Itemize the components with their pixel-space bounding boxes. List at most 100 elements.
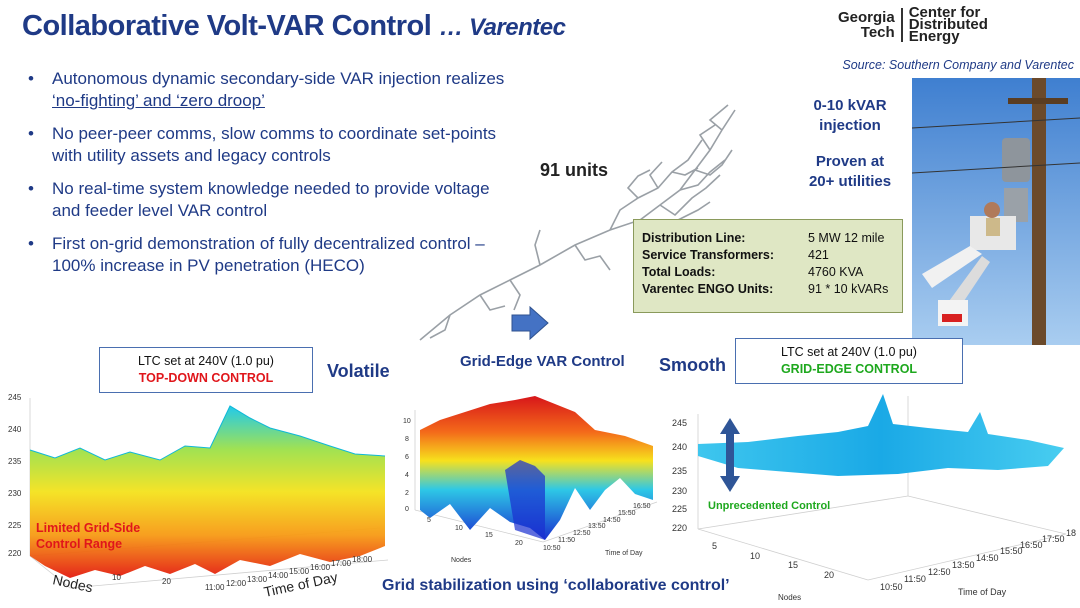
z-tick-label: 240 [8,425,22,434]
logo-text: Georgia [838,9,895,26]
z-tick-label: 4 [405,472,409,479]
feeder-info-box: Distribution Line: 5 MW 12 mile Service T… [633,219,903,313]
node-tick-label: 20 [162,577,171,586]
georgia-tech-logo: Georgia Tech Center for Distributed Ener… [838,4,1070,45]
bullet-text: First on-grid demonstration of fully dec… [52,234,485,275]
utility-pole-photo [912,78,1080,345]
time-tick-label: 11:50 [558,537,575,544]
grid-edge-var-label: Grid-Edge VAR Control [460,353,625,370]
y-axis-label: Time of Day [958,587,1007,597]
time-tick-label: 17:50 [1042,534,1065,544]
ltc-text: LTC set at 240V (1.0 pu) [138,354,274,368]
bullet-text: No peer-peer comms, slow comms to coordi… [52,124,497,165]
logo-divider [900,8,903,42]
info-key: Total Loads: [642,265,716,279]
bullet-text: Autonomous dynamic secondary-side VAR in… [52,69,505,88]
info-key: Distribution Line: [642,231,746,245]
logo-text: Energy [908,28,960,45]
time-tick-label: 14:50 [976,553,999,563]
feeder-info-table: Distribution Line: 5 MW 12 mile Service T… [642,230,888,298]
double-arrow-icon [720,418,740,492]
volatile-label: Volatile [327,361,390,381]
plot-grid-edge-var: 10 8 6 4 2 0 5 10 15 20 10:50 11:50 12:5… [403,396,658,564]
ltc-text: LTC set at 240V (1.0 pu) [781,345,917,359]
time-tick-label: 12:50 [573,530,591,537]
node-tick-label: 20 [824,570,834,580]
y-axis-label: Time of Day [605,550,643,557]
time-tick-label: 15:50 [618,510,636,517]
node-tick-label: 15 [788,560,798,570]
x-axis-label: Nodes [451,557,472,564]
node-tick-label: 10 [455,525,463,532]
table-row: Distribution Line: 5 MW 12 mile [642,230,888,247]
time-tick-label: 13:00 [247,575,268,584]
node-tick-label: 5 [427,517,431,524]
time-tick-label: 11:50 [904,574,926,584]
units-label: 91 units [540,160,609,180]
z-tick-label: 225 [8,521,22,530]
time-tick-label: 10:50 [880,582,903,592]
info-key: Service Transformers: [642,248,775,262]
time-tick-label: 10:50 [543,545,561,552]
node-tick-label: 20 [515,540,523,547]
utilities-text: Proven at [815,153,885,170]
z-tick-label: 8 [405,436,409,443]
time-tick-label: 13:50 [952,560,975,570]
z-tick-label: 220 [672,523,687,533]
bullet-item: Autonomous dynamic secondary-side VAR in… [22,68,512,112]
z-tick-label: 6 [405,454,409,461]
info-value: 4760 KVA [808,265,864,279]
z-tick-label: 245 [8,393,22,402]
z-tick-label: 230 [8,489,22,498]
logo-right: Center for Distributed Energy [908,4,988,45]
source-caption: Source: Southern Company and Varentec [842,58,1074,72]
bullet-item: No real-time system knowledge needed to … [22,178,512,222]
time-tick-label: 18 [1066,528,1076,538]
page-title: Collaborative Volt-VAR Control … Varentec [22,10,566,43]
x-axis-label: Nodes [51,571,94,595]
z-tick-label: 235 [8,457,22,466]
z-tick-label: 2 [405,490,409,497]
logo-text: Distributed [908,16,988,33]
info-key: Varentec ENGO Units: [642,282,774,296]
info-value: 91 * 10 kVARs [808,282,889,296]
time-tick-label: 13:50 [588,523,606,530]
kvar-text: 0-10 kVAR [813,97,887,114]
smooth-label: Smooth [659,355,726,375]
z-tick-label: 235 [672,466,687,476]
logo-left: Georgia Tech [838,10,895,40]
node-tick-label: 15 [485,532,493,539]
time-tick-label: 17:00 [331,559,352,568]
time-tick-label: 14:50 [603,517,621,524]
utilities-highlight: Proven at 20+ utilities [790,152,910,192]
right-arrow-icon [511,306,549,340]
plot-top-down-voltage: 245 240 235 230 225 220 10 20 11:00 12:0… [8,393,389,600]
title-subtitle: … Varentec [439,14,566,41]
time-tick-label: 15:00 [289,567,310,576]
time-tick-label: 16:00 [310,563,331,572]
bullet-list: Autonomous dynamic secondary-side VAR in… [22,68,512,288]
node-tick-label: 5 [712,541,717,551]
z-tick-label: 0 [405,506,409,513]
plot-grid-edge-voltage: 245 240 235 230 225 220 5 10 15 20 10:50… [672,394,1076,602]
unprecedented-control-caption: Unprecedented Control [708,500,831,512]
ltc-grid-edge-box: LTC set at 240V (1.0 pu) GRID-EDGE CONTR… [735,338,963,384]
time-tick-label: 15:50 [1000,546,1023,556]
bullet-underlined-text: ‘no-fighting’ and ‘zero droop’ [52,91,265,110]
time-tick-label: 16:50 [633,503,651,510]
utilities-text: 20+ utilities [808,173,892,190]
footer-caption: Grid stabilization using ‘collaborative … [382,577,730,594]
bullet-item: No peer-peer comms, slow comms to coordi… [22,123,512,167]
bullet-item: First on-grid demonstration of fully dec… [22,233,512,277]
node-tick-label: 10 [112,573,121,582]
z-tick-label: 225 [672,504,687,514]
limited-control-caption: Limited Grid-Side Control Range [36,520,140,552]
z-tick-label: 220 [8,549,22,558]
time-tick-label: 16:50 [1020,540,1043,550]
table-row: Service Transformers: 421 [642,247,888,264]
time-tick-label: 14:00 [268,571,289,580]
top-down-control-label: TOP-DOWN CONTROL [138,371,274,385]
table-row: Total Loads: 4760 KVA [642,264,888,281]
logo-text: Center for [908,4,981,21]
ltc-top-down-box: LTC set at 240V (1.0 pu) TOP-DOWN CONTRO… [99,347,313,393]
